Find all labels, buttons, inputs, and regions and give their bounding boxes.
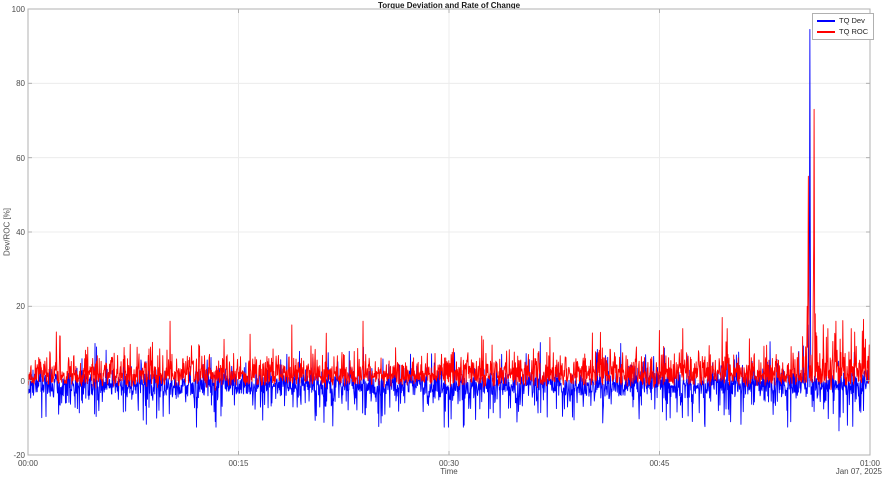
series-line-tq-roc [27,108,871,391]
date-annotation: Jan 07, 2025 [835,467,882,476]
y-tick-label: -20 [13,451,25,460]
tq-roc-line-swatch [817,31,835,33]
chart-title: Torque Deviation and Rate of Change [377,1,521,10]
legend-label-tq-dev: TQ Dev [839,16,865,25]
y-tick-label: 20 [16,302,25,312]
y-tick-label: 80 [16,79,25,89]
y-tick-label: 60 [16,153,25,163]
x-tick-label: 01:00 [859,459,881,468]
x-tick-label: 00:45 [649,459,670,468]
y-tick-label: 40 [16,228,25,237]
legend-entry-tq-roc: TQ ROC [817,28,868,36]
x-tick-label: 00:00 [17,459,39,468]
legend-entry-tq-dev: TQ Dev [817,17,868,25]
legend: TQ Dev TQ ROC [812,13,875,40]
x-tick-label: 00:15 [228,459,249,468]
tq-dev-line-swatch [817,20,835,22]
x-axis-label: Time [440,467,458,476]
x-tick-label: 00:30 [438,459,460,468]
y-tick-label: 100 [11,5,25,14]
legend-label-tq-roc: TQ ROC [839,27,869,36]
y-tick-label: 0 [20,376,25,386]
